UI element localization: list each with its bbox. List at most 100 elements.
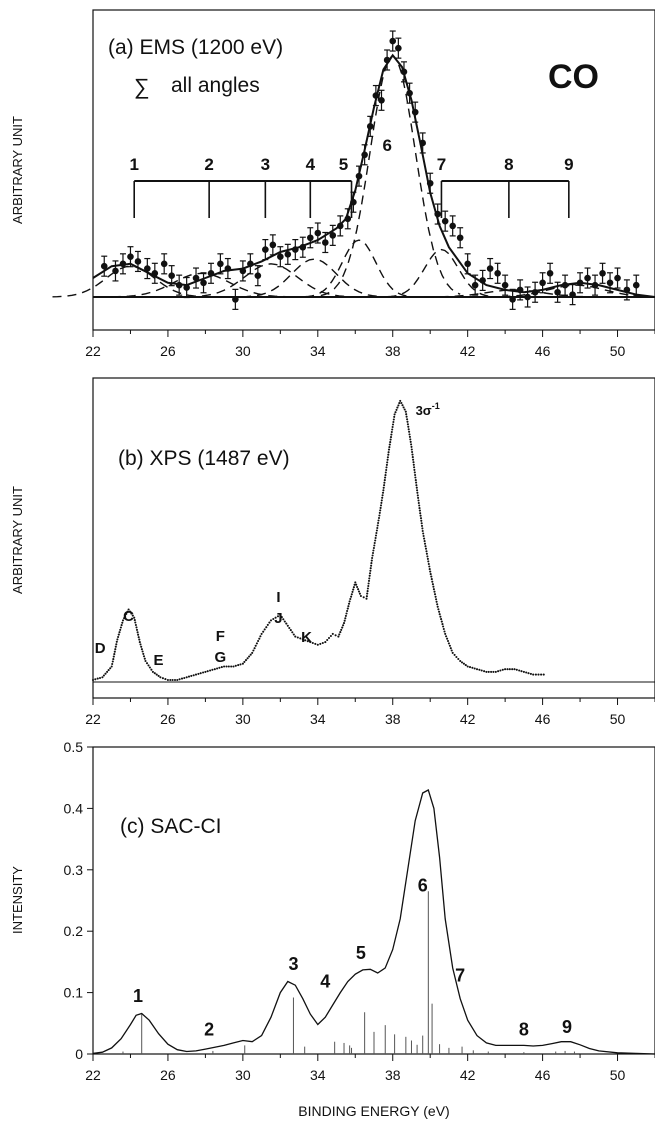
panel-b-spectrum-dot-285 <box>411 456 414 459</box>
panel-b-spectrum-dot-227 <box>382 486 385 489</box>
panel-b-spectrum-dot-27 <box>120 624 123 627</box>
panel-a-frame <box>92 9 655 331</box>
panel-a-title: (a) EMS (1200 eV) <box>108 36 283 59</box>
panel-b-spectrum-dot-336 <box>432 585 435 588</box>
panel-b-spectrum-dot-300 <box>416 494 419 497</box>
panel-b-peak-label-6: J <box>274 610 282 627</box>
panel-b-peak-label-7: K <box>301 629 312 646</box>
panel-b-xtick-label-0: 22 <box>85 711 101 727</box>
panel-a-data-point-58 <box>524 293 531 301</box>
panel-b-spectrum-dot-299 <box>416 491 419 494</box>
panel-a-band-label-9: 9 <box>564 155 573 174</box>
panel-b-spectrum-dot-354 <box>443 630 446 633</box>
panel-b-spectrum-dot-77 <box>187 675 191 678</box>
panel-b-spectrum-dot-236 <box>385 463 388 466</box>
panel-b-spectrum-dot-159 <box>343 619 346 622</box>
panel-b-spectrum-dot-268 <box>405 413 408 416</box>
panel-b-spectrum-dot-393 <box>518 669 521 672</box>
panel-b-spectrum-dot-41 <box>134 623 137 627</box>
panel-b-spectrum-dot-114 <box>260 632 263 635</box>
panel-b-spectrum-dot-360 <box>448 644 451 647</box>
panel-a-data-point-71 <box>623 286 631 294</box>
panel-b-spectrum-dot-316 <box>422 534 425 538</box>
panel-b-spectrum-dot-28 <box>121 621 124 624</box>
panel-b-spectrum-dot-21 <box>116 638 119 641</box>
panel-b-spectrum-dot-401 <box>537 673 540 676</box>
panel-b-spectrum-dot-126 <box>282 618 285 621</box>
panel-b-spectrum-dot-113 <box>259 635 262 638</box>
panel-b-spectrum-dot-390 <box>511 668 514 671</box>
panel-b-spectrum-dot-396 <box>525 671 528 674</box>
panel-b-spectrum-dot-115 <box>262 630 265 633</box>
panel-a-data-point-12 <box>200 279 207 287</box>
panel-b-spectrum-dot-349 <box>440 618 443 621</box>
panel-a-data-point-5 <box>144 265 151 272</box>
panel-b-spectrum-dot-230 <box>383 479 386 482</box>
panel-b-spectrum-dot-200 <box>371 554 374 557</box>
panel-b-spectrum-dot-250 <box>391 428 394 431</box>
panel-b-spectrum-dot-220 <box>379 504 383 507</box>
panel-b-spectrum-dot-99 <box>239 663 242 666</box>
panel-b-spectrum-dot-124 <box>279 613 282 617</box>
panel-c-xtick-label-5: 42 <box>460 1067 476 1083</box>
panel-b-spectrum-dot-350 <box>440 620 443 623</box>
panel-b-spectrum-dot-266 <box>403 408 406 411</box>
panel-b-spectrum-dot-269 <box>405 415 408 418</box>
panel-b-spectrum-dot-69 <box>169 678 172 682</box>
panel-a-data-point-23 <box>284 251 292 258</box>
panel-b-spectrum-dot-155 <box>340 628 343 631</box>
panel-b-spectrum-dot-180 <box>358 592 361 595</box>
panel-b-spectrum-dot-343 <box>436 603 439 606</box>
panel-b-spectrum-dot-165 <box>347 605 350 608</box>
panel-c-ytick-label-3: 0.3 <box>64 862 84 878</box>
panel-b-spectrum-dot-240 <box>387 453 390 456</box>
panel-b-spectrum-dot-125 <box>280 616 283 619</box>
panel-b-spectrum-dot-106 <box>251 651 254 654</box>
panel-b-spectrum-dot-156 <box>341 626 344 629</box>
panel-c-sticks <box>122 891 575 1054</box>
panel-b-spectrum-dot-315 <box>422 532 425 535</box>
panel-b-spectrum-dot-207 <box>374 536 377 540</box>
panel-b-spectrum-dot-242 <box>387 448 391 451</box>
panel-b-spectrum-dot-108 <box>253 647 256 650</box>
panel-b-spectrum-dot-96 <box>232 665 235 668</box>
panel-b-spectrum-dot-378 <box>483 670 486 673</box>
panel-b-spectrum-dot-224 <box>381 494 384 497</box>
panel-b-spectrum-dot-328 <box>428 565 431 568</box>
panel-b-spectrum-dot-278 <box>409 438 412 441</box>
panel-b-spectrum-dot-314 <box>421 529 424 533</box>
panel-b-spectrum-dot-16 <box>113 650 116 653</box>
panel-a-data-point-42 <box>406 89 413 97</box>
panel-b-spectrum-dot-98 <box>237 664 240 667</box>
panel-b-spectrum-dot-326 <box>427 560 430 563</box>
panel-b-spectrum-dot-86 <box>209 669 212 672</box>
panel-b-spectrum-dot-80 <box>194 673 198 676</box>
panel-b-spectrum-dot-8 <box>107 669 110 672</box>
panel-b-spectrum-dot-290 <box>413 468 416 471</box>
panel-b-spectrum-dot-400 <box>534 673 537 676</box>
panel-b-spectrum-dot-45 <box>137 633 140 636</box>
panel-a-data-point-29 <box>329 232 337 239</box>
panel-b-spectrum-dot-48 <box>138 641 141 644</box>
panel-b-spectrum-dot-84 <box>204 670 207 673</box>
panel-b-spectrum-dot-194 <box>369 569 372 572</box>
panel-b-spectrum-dot-185 <box>366 592 369 595</box>
panel-b-spectrum-dot-398 <box>529 672 532 675</box>
panel-a-data-point-11 <box>192 274 200 282</box>
panel-a-data-point-25 <box>299 243 307 251</box>
panel-b-spectrum-dot-182 <box>362 596 365 599</box>
panel-c-ytick-label-2: 0.2 <box>64 923 84 939</box>
panel-b-spectrum-dot-312 <box>420 524 424 527</box>
panel-b-spectrum-dot-112 <box>258 637 261 640</box>
panel-b-spectrum-dot-304 <box>418 504 421 507</box>
panel-b-spectrum-dot-102 <box>244 659 248 662</box>
panel-b-spectrum-dot-58 <box>147 664 150 667</box>
panel-b-spectrum-dot-329 <box>428 568 431 571</box>
panel-b-spectrum-dot-244 <box>388 443 391 446</box>
panel-b-spectrum-dot-287 <box>412 461 415 464</box>
panel-c-ytick-label-4: 0.4 <box>64 800 84 816</box>
panel-b-spectrum-dot-237 <box>386 461 389 464</box>
panel-b-spectrum-dot-301 <box>417 496 420 499</box>
panel-a-data-point-33 <box>355 172 363 180</box>
panel-b-spectrum-dot-296 <box>415 484 418 487</box>
